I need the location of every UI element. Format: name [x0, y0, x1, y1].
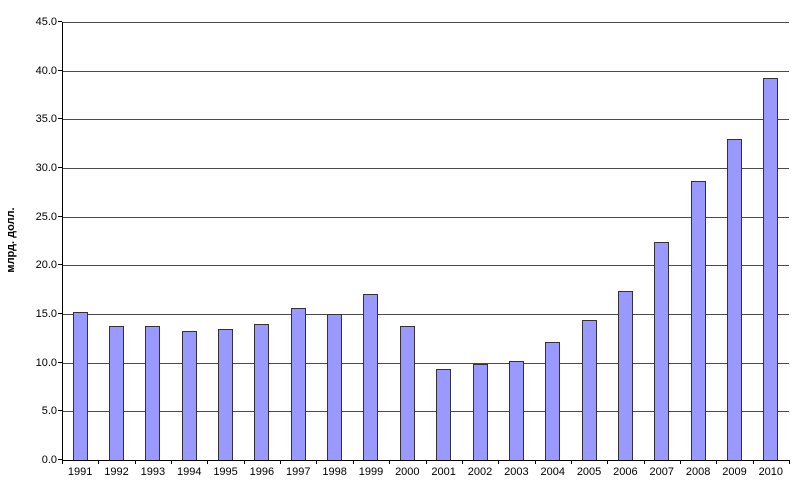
y-tick-label-40: 40.0 [35, 64, 57, 77]
x-tick-label-2001: 2001 [431, 466, 456, 478]
bar-1996 [254, 323, 270, 460]
y-tick-label-10: 10.0 [35, 356, 57, 369]
x-tick-label-1995: 1995 [213, 466, 238, 478]
bar-2004 [545, 342, 561, 460]
x-tick-mark [134, 461, 136, 464]
x-tick-mark [207, 461, 209, 464]
bar-1999 [363, 293, 379, 460]
x-tick-label-1997: 1997 [286, 466, 311, 478]
x-tick-label-1996: 1996 [249, 466, 275, 478]
y-tick-mark [58, 264, 62, 266]
gridline-45 [62, 22, 789, 23]
gridline-20 [62, 265, 789, 267]
y-tick-label-25: 25.0 [35, 210, 57, 223]
x-tick-label-2010: 2010 [758, 466, 784, 478]
x-tick-label-2002: 2002 [467, 466, 493, 478]
x-tick-mark [62, 461, 63, 464]
x-tick-label-1992: 1992 [104, 466, 129, 478]
bar-2002 [472, 363, 488, 460]
y-tick-mark [58, 215, 62, 217]
y-tick-mark [58, 361, 62, 363]
bar-1997 [290, 308, 306, 460]
bar-1998 [327, 314, 343, 460]
x-tick-label-2007: 2007 [649, 466, 674, 478]
gridline-25 [62, 216, 789, 218]
y-tick-mark [58, 459, 62, 460]
bar-2005 [581, 319, 597, 460]
x-tick-label-2005: 2005 [576, 466, 602, 478]
x-tick-mark [534, 461, 536, 464]
y-tick-mark [58, 167, 62, 168]
x-tick-label-2008: 2008 [685, 466, 711, 478]
x-tick-mark [316, 461, 318, 464]
bar-1992 [109, 325, 125, 460]
y-tick-mark [58, 313, 62, 314]
x-tick-mark [352, 461, 354, 464]
x-tick-mark [243, 461, 245, 464]
gridline-5 [62, 411, 789, 413]
bar-2000 [399, 325, 415, 460]
x-tick-mark [389, 461, 391, 464]
x-tick-mark [98, 461, 100, 464]
bar-2010 [763, 78, 779, 460]
bar-2006 [617, 290, 633, 460]
gridline-10 [62, 362, 789, 364]
bar-2003 [508, 360, 524, 460]
x-tick-mark [752, 461, 754, 464]
y-tick-label-45: 45.0 [35, 16, 57, 28]
plot-area [62, 22, 789, 460]
y-tick-label-15: 15.0 [35, 308, 57, 320]
x-tick-mark [607, 461, 609, 464]
bar-1994 [181, 330, 197, 460]
y-tick-mark [58, 118, 62, 120]
bar-1991 [72, 312, 88, 460]
gridline-30 [62, 168, 789, 169]
gridline-40 [62, 70, 789, 72]
bar-2007 [654, 241, 670, 460]
gridline-15 [62, 314, 789, 315]
x-tick-mark [280, 461, 282, 464]
y-tick-label-20: 20.0 [35, 259, 57, 272]
bar-2009 [726, 138, 742, 460]
x-tick-label-1999: 1999 [358, 466, 384, 478]
y-tick-label-30: 30.0 [35, 162, 57, 174]
x-axis-line [62, 460, 790, 461]
x-tick-label-2000: 2000 [395, 466, 420, 478]
x-tick-label-1991: 1991 [67, 466, 93, 478]
x-tick-label-2003: 2003 [504, 466, 529, 478]
gridline-35 [62, 119, 789, 121]
x-tick-mark [789, 461, 790, 464]
x-tick-label-1998: 1998 [322, 466, 347, 478]
x-tick-mark [716, 461, 718, 464]
y-tick-mark [58, 69, 62, 71]
bar-1995 [218, 328, 234, 460]
x-tick-label-2006: 2006 [613, 466, 638, 478]
x-tick-label-2004: 2004 [540, 466, 565, 478]
y-tick-label-5: 5.0 [41, 405, 57, 418]
bar-2008 [690, 180, 706, 460]
x-tick-mark [570, 461, 572, 464]
x-tick-mark [171, 461, 173, 464]
y-axis-line [62, 22, 63, 461]
x-tick-mark [498, 461, 500, 464]
x-tick-mark [679, 461, 681, 464]
x-tick-mark [461, 461, 463, 464]
y-tick-mark [58, 410, 62, 412]
x-tick-label-1994: 1994 [176, 466, 202, 478]
x-tick-label-2009: 2009 [722, 466, 747, 478]
bar-2001 [436, 369, 452, 460]
y-tick-mark [58, 21, 62, 22]
y-tick-label-35: 35.0 [35, 113, 57, 126]
x-tick-mark [643, 461, 645, 464]
x-tick-mark [425, 461, 427, 464]
x-tick-label-1993: 1993 [140, 466, 166, 478]
y-tick-label-0: 0.0 [41, 454, 57, 466]
bar-1993 [145, 325, 161, 460]
